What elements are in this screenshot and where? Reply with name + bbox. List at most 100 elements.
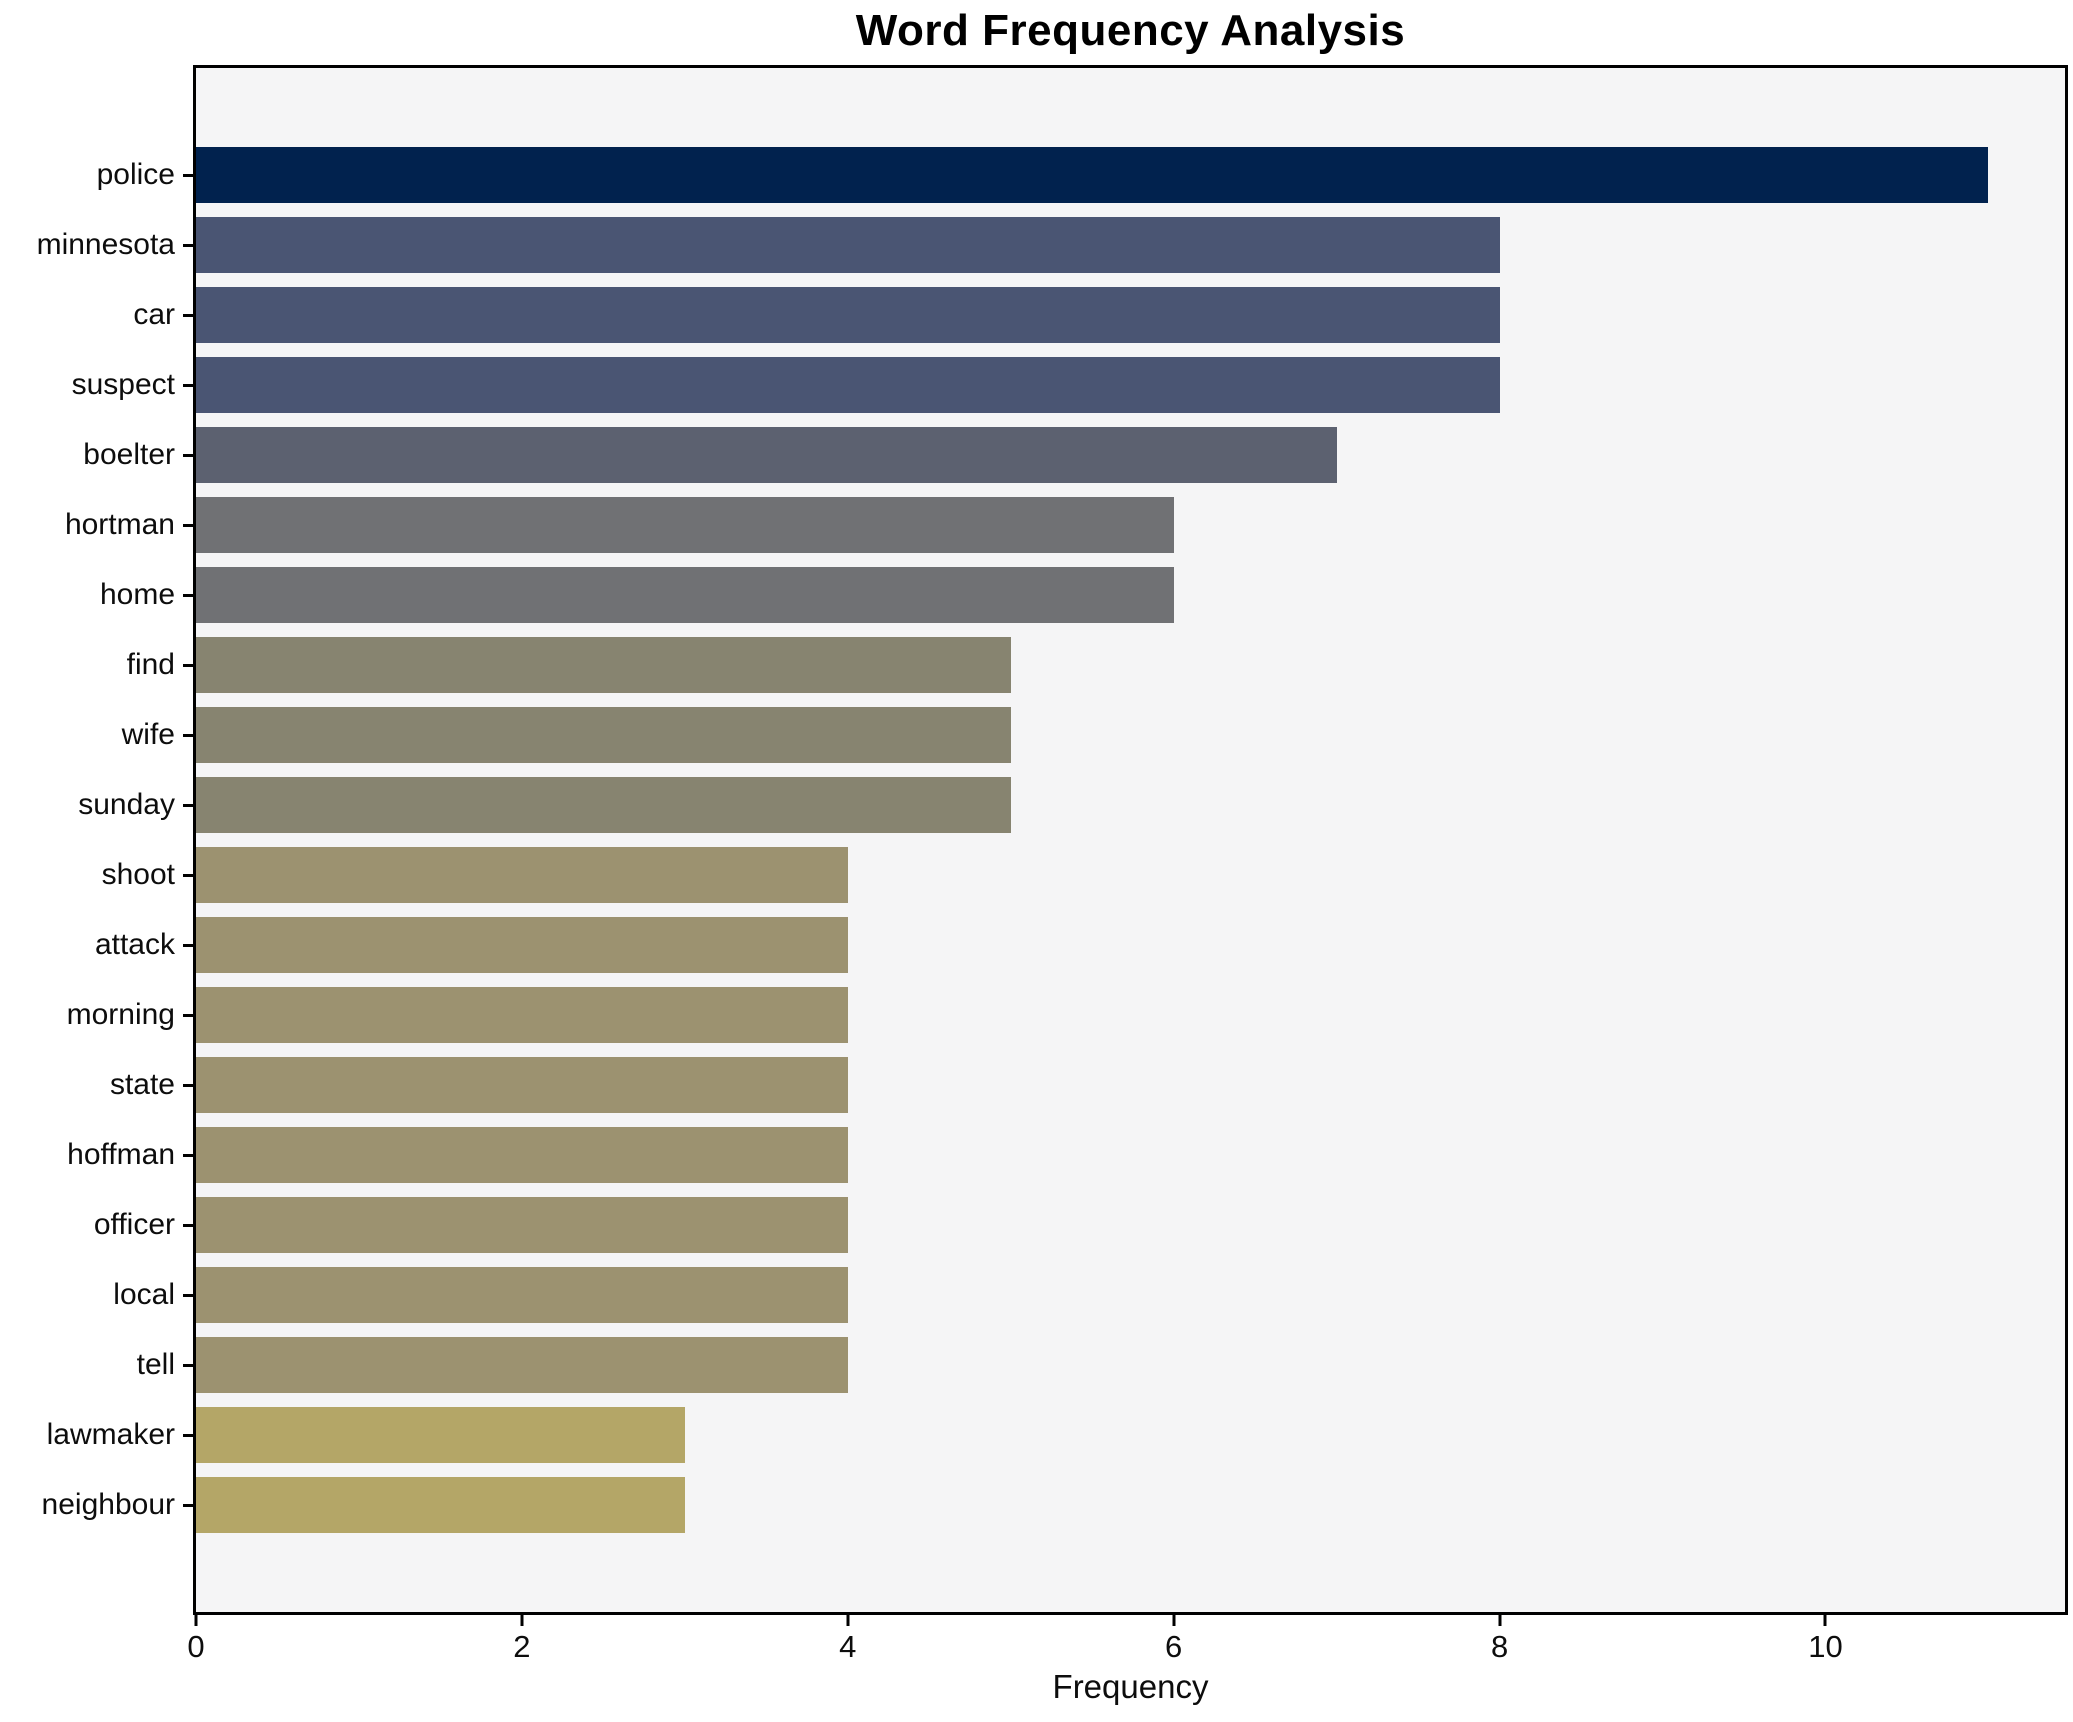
bar-wife bbox=[196, 707, 1011, 763]
y-tick-mark bbox=[183, 173, 193, 177]
x-tick-mark bbox=[846, 1615, 850, 1626]
y-label-row: minnesota bbox=[0, 210, 193, 280]
y-tick-label-suspect: suspect bbox=[71, 368, 175, 401]
y-label-row: sunday bbox=[0, 770, 193, 840]
x-axis-ticks: 0 2 4 6 8 10 bbox=[187, 1615, 2065, 1675]
bar-find bbox=[196, 637, 1011, 693]
y-label-row: officer bbox=[0, 1190, 193, 1260]
y-tick-label-tell: tell bbox=[136, 1348, 175, 1381]
x-tick-label: 4 bbox=[839, 1629, 857, 1664]
y-label-row: neighbour bbox=[0, 1470, 193, 1540]
y-tick-label-find: find bbox=[126, 648, 175, 681]
y-tick-mark bbox=[183, 663, 193, 667]
bar-boelter bbox=[196, 427, 1337, 483]
bar-row bbox=[196, 560, 2065, 630]
bar-row bbox=[196, 1470, 2065, 1540]
bar-row bbox=[196, 1050, 2065, 1120]
bar-row bbox=[196, 1400, 2065, 1470]
y-label-row: home bbox=[0, 560, 193, 630]
bar-row bbox=[196, 980, 2065, 1050]
bar-hortman bbox=[196, 497, 1174, 553]
y-label-row: police bbox=[0, 140, 193, 210]
y-tick-mark bbox=[183, 1433, 193, 1437]
bar-hoffman bbox=[196, 1127, 848, 1183]
y-tick-label-local: local bbox=[113, 1278, 175, 1311]
y-tick-mark bbox=[183, 383, 193, 387]
bar-row bbox=[196, 490, 2065, 560]
y-label-row: hoffman bbox=[0, 1120, 193, 1190]
bar-sunday bbox=[196, 777, 1011, 833]
bar-attack bbox=[196, 917, 848, 973]
y-label-row: find bbox=[0, 630, 193, 700]
y-tick-label-hoffman: hoffman bbox=[67, 1138, 175, 1171]
y-tick-label-attack: attack bbox=[94, 928, 175, 961]
y-label-row: car bbox=[0, 280, 193, 350]
y-tick-label-minnesota: minnesota bbox=[36, 228, 175, 261]
plot-area bbox=[193, 65, 2068, 1615]
y-label-row: tell bbox=[0, 1330, 193, 1400]
y-tick-label-neighbour: neighbour bbox=[41, 1488, 175, 1521]
y-tick-label-sunday: sunday bbox=[78, 788, 175, 821]
bar-row bbox=[196, 280, 2065, 350]
bar-row bbox=[196, 1260, 2065, 1330]
y-tick-label-officer: officer bbox=[93, 1208, 175, 1241]
bar-row bbox=[196, 630, 2065, 700]
bar-officer bbox=[196, 1197, 848, 1253]
y-tick-label-police: police bbox=[96, 158, 175, 191]
y-label-row: hortman bbox=[0, 490, 193, 560]
bars-container bbox=[196, 68, 2065, 1612]
y-tick-label-state: state bbox=[109, 1068, 175, 1101]
y-tick-label-boelter: boelter bbox=[83, 438, 175, 471]
y-label-row: suspect bbox=[0, 350, 193, 420]
y-tick-mark bbox=[183, 803, 193, 807]
bar-suspect bbox=[196, 357, 1500, 413]
y-tick-mark bbox=[183, 1013, 193, 1017]
bar-home bbox=[196, 567, 1174, 623]
x-tick-label: 0 bbox=[187, 1629, 205, 1664]
x-tick-label: 6 bbox=[1165, 1629, 1183, 1664]
bar-row bbox=[196, 840, 2065, 910]
y-label-row: lawmaker bbox=[0, 1400, 193, 1470]
y-tick-mark bbox=[183, 1503, 193, 1507]
x-tick-mark bbox=[194, 1615, 198, 1626]
bar-state bbox=[196, 1057, 848, 1113]
y-tick-mark bbox=[183, 1363, 193, 1367]
bar-car bbox=[196, 287, 1500, 343]
bar-row bbox=[196, 1330, 2065, 1400]
bar-row bbox=[196, 420, 2065, 490]
x-tick-mark bbox=[1498, 1615, 1502, 1626]
x-tick-label: 2 bbox=[513, 1629, 531, 1664]
y-tick-mark bbox=[183, 593, 193, 597]
y-label-row: morning bbox=[0, 980, 193, 1050]
y-tick-mark bbox=[183, 1083, 193, 1087]
y-label-row: state bbox=[0, 1050, 193, 1120]
y-tick-label-shoot: shoot bbox=[101, 858, 175, 891]
y-tick-mark bbox=[183, 453, 193, 457]
x-tick-mark bbox=[1823, 1615, 1827, 1626]
bar-tell bbox=[196, 1337, 848, 1393]
y-tick-label-morning: morning bbox=[66, 998, 175, 1031]
x-tick-label: 10 bbox=[1808, 1629, 1843, 1664]
bar-row bbox=[196, 350, 2065, 420]
bar-row bbox=[196, 1190, 2065, 1260]
bar-police bbox=[196, 147, 1989, 203]
x-axis-label: Frequency bbox=[1052, 1668, 1209, 1705]
y-tick-mark bbox=[183, 873, 193, 877]
y-tick-mark bbox=[183, 243, 193, 247]
y-tick-mark bbox=[183, 733, 193, 737]
y-tick-mark bbox=[183, 313, 193, 317]
y-tick-mark bbox=[183, 1293, 193, 1297]
bar-row bbox=[196, 700, 2065, 770]
bar-row bbox=[196, 140, 2065, 210]
x-tick-mark bbox=[1172, 1615, 1176, 1626]
y-label-row: attack bbox=[0, 910, 193, 980]
chart-title: Word Frequency Analysis bbox=[855, 6, 1406, 55]
y-label-row: boelter bbox=[0, 420, 193, 490]
y-label-row: wife bbox=[0, 700, 193, 770]
bar-morning bbox=[196, 987, 848, 1043]
bar-row bbox=[196, 210, 2065, 280]
bar-shoot bbox=[196, 847, 848, 903]
y-tick-mark bbox=[183, 523, 193, 527]
y-tick-label-lawmaker: lawmaker bbox=[46, 1418, 175, 1451]
